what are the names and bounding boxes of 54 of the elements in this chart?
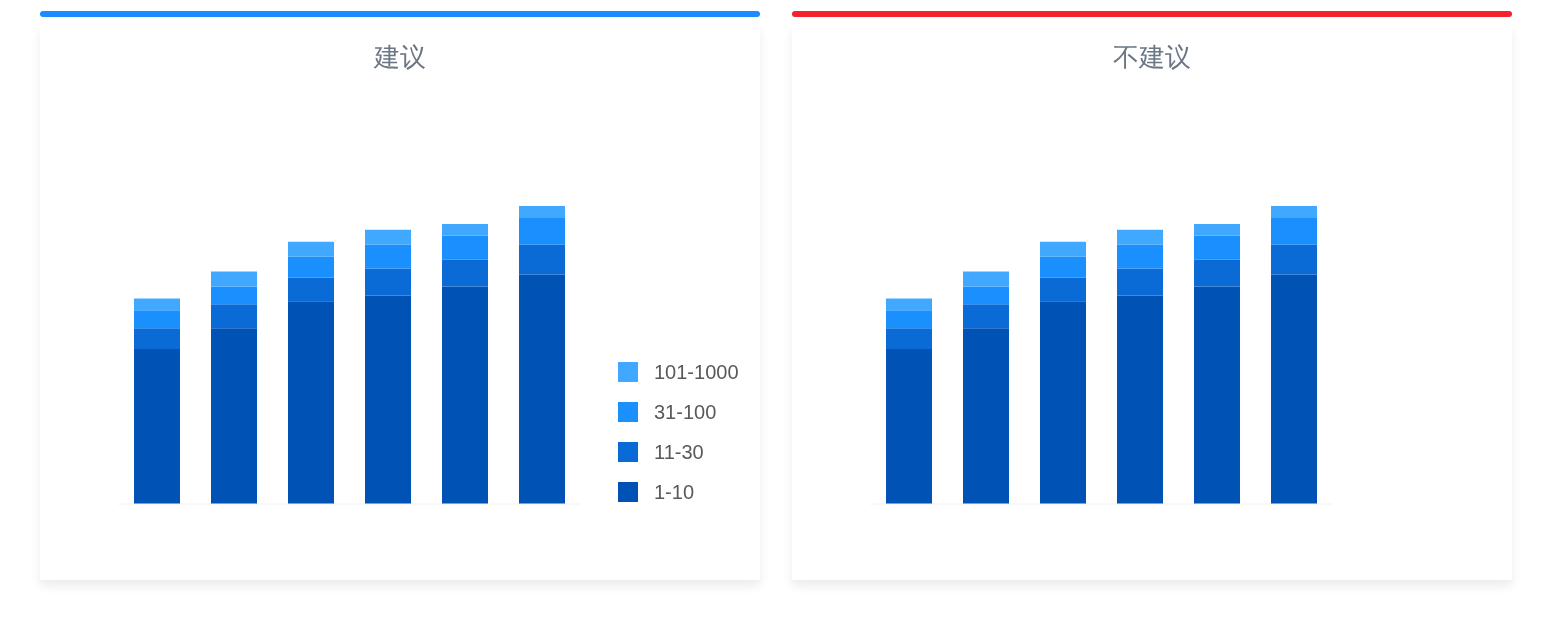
bar bbox=[211, 328, 257, 504]
bar bbox=[288, 256, 334, 278]
bar bbox=[1271, 217, 1317, 245]
bar bbox=[1271, 274, 1317, 504]
bar bbox=[134, 310, 180, 329]
bar bbox=[365, 295, 411, 504]
bar bbox=[288, 277, 334, 302]
bar bbox=[365, 244, 411, 269]
bar bbox=[1117, 295, 1163, 504]
bar bbox=[211, 304, 257, 329]
bar bbox=[519, 244, 565, 275]
bar bbox=[134, 328, 180, 350]
bar bbox=[1194, 286, 1240, 504]
bar bbox=[1271, 206, 1317, 218]
bar bbox=[519, 217, 565, 245]
bar bbox=[1271, 244, 1317, 275]
bar bbox=[134, 298, 180, 311]
bar bbox=[211, 286, 257, 305]
bar bbox=[519, 206, 565, 218]
bar bbox=[963, 304, 1009, 329]
legend-label: 31-100 bbox=[654, 400, 717, 424]
chart-title: 不建议 bbox=[1112, 41, 1192, 74]
bar bbox=[963, 328, 1009, 504]
bar bbox=[1194, 235, 1240, 260]
bar bbox=[886, 328, 932, 350]
legend-label: 1-10 bbox=[654, 480, 695, 504]
bar bbox=[211, 271, 257, 287]
bar bbox=[1040, 301, 1086, 504]
bar bbox=[442, 223, 488, 236]
bar bbox=[963, 271, 1009, 287]
bar bbox=[963, 286, 1009, 305]
bar bbox=[288, 241, 334, 257]
bar bbox=[886, 349, 932, 504]
bar bbox=[886, 310, 932, 329]
bar bbox=[442, 286, 488, 504]
bar bbox=[134, 349, 180, 504]
bar bbox=[442, 235, 488, 260]
bar bbox=[886, 298, 932, 311]
legend-label: 11-30 bbox=[654, 440, 704, 464]
bar bbox=[1117, 268, 1163, 296]
chart-title: 建议 bbox=[373, 41, 427, 74]
bar bbox=[1040, 241, 1086, 257]
legend-label: 101-1000 bbox=[654, 360, 739, 384]
bar bbox=[288, 301, 334, 504]
bar bbox=[365, 229, 411, 245]
bar bbox=[1117, 229, 1163, 245]
bar bbox=[365, 268, 411, 296]
bar bbox=[519, 274, 565, 504]
bar bbox=[1040, 277, 1086, 302]
bar bbox=[1194, 259, 1240, 287]
bar bbox=[1117, 244, 1163, 269]
bar bbox=[1194, 223, 1240, 236]
bar bbox=[1040, 256, 1086, 278]
bar bbox=[442, 259, 488, 287]
